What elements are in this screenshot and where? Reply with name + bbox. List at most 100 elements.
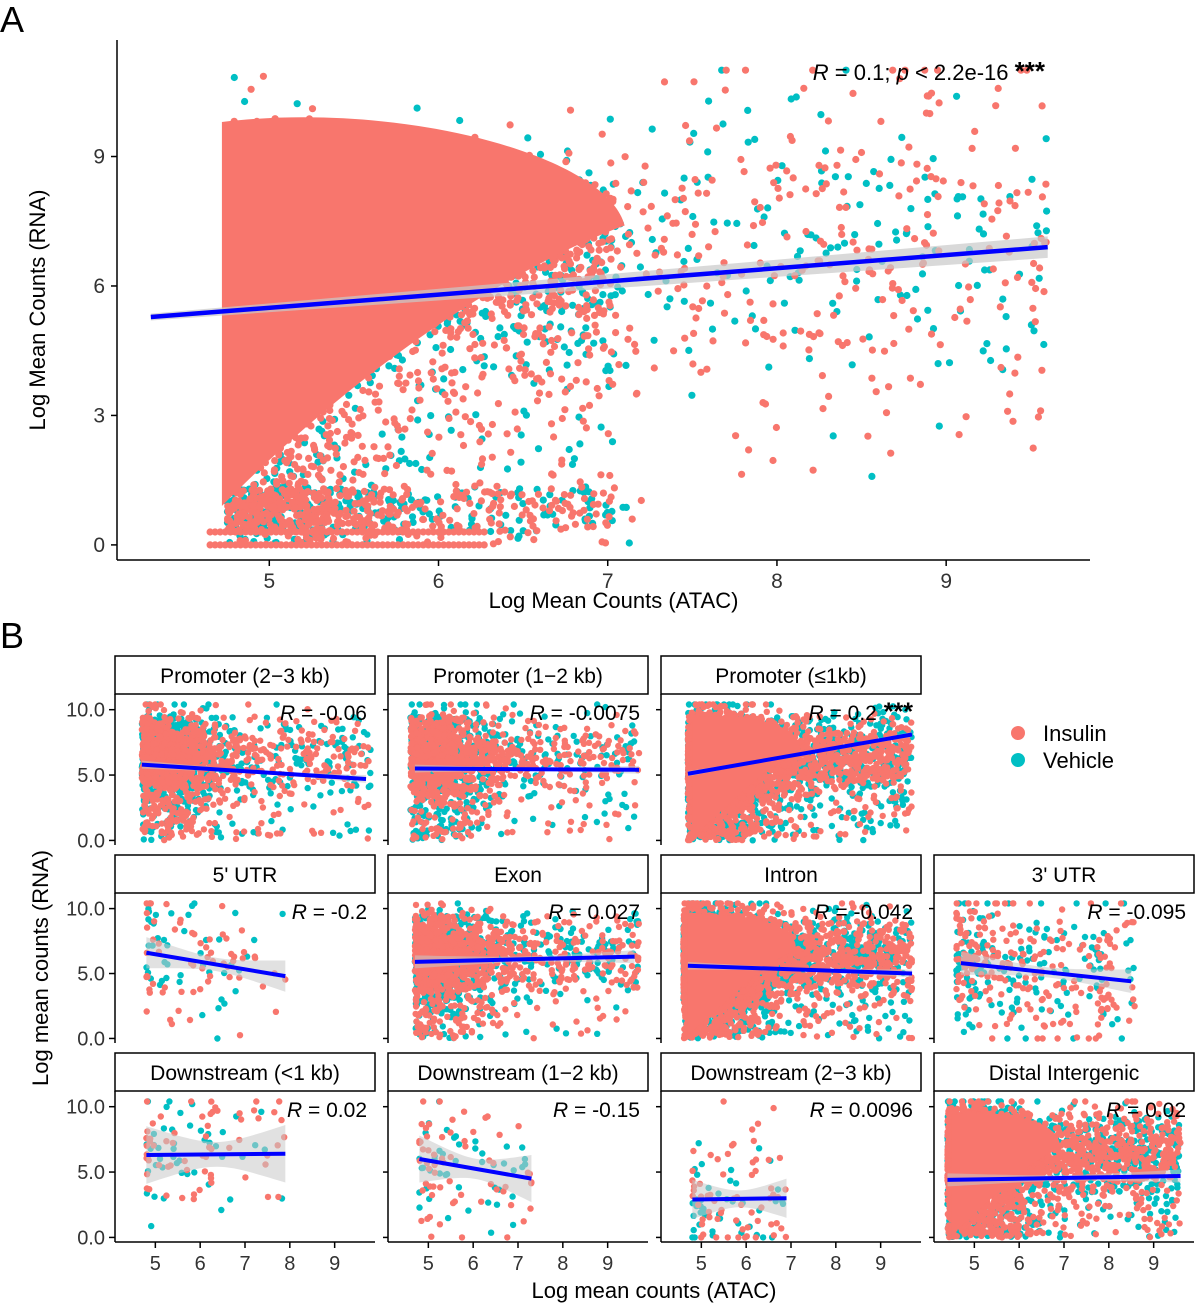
data-point — [608, 438, 617, 446]
data-point — [453, 505, 461, 513]
data-point — [224, 515, 232, 523]
data-point — [547, 336, 556, 345]
data-point — [742, 287, 750, 295]
data-point — [834, 338, 842, 346]
data-point — [657, 244, 666, 252]
data-point — [760, 316, 768, 324]
data-point — [582, 378, 590, 386]
data-point — [624, 203, 632, 211]
data-point — [413, 104, 421, 112]
data-point — [680, 174, 688, 182]
data-point — [547, 348, 555, 356]
data-point — [865, 333, 873, 341]
data-point — [494, 333, 502, 341]
data-point — [412, 459, 420, 468]
data-point — [401, 425, 409, 433]
data-point — [524, 134, 532, 142]
data-point — [617, 263, 625, 271]
data-point — [750, 241, 758, 250]
data-point — [378, 430, 386, 438]
data-point — [959, 193, 967, 201]
data-point — [607, 159, 615, 167]
data-point — [281, 457, 289, 465]
data-point — [709, 337, 717, 345]
data-point — [995, 199, 1003, 207]
data-point — [517, 357, 525, 365]
data-point — [607, 235, 616, 243]
data-point — [1034, 413, 1042, 421]
data-point — [802, 185, 810, 193]
data-point — [418, 465, 426, 474]
data-point — [607, 292, 615, 300]
data-point — [604, 430, 612, 438]
data-point — [897, 159, 905, 167]
data-point — [689, 212, 697, 221]
data-point — [796, 247, 804, 255]
data-point — [318, 476, 326, 484]
data-point — [916, 380, 925, 388]
data-point — [688, 391, 696, 399]
data-point — [744, 138, 752, 146]
data-point — [838, 230, 846, 238]
data-point — [539, 504, 547, 512]
data-point — [909, 307, 917, 315]
data-point — [404, 520, 412, 529]
data-point — [911, 235, 919, 243]
data-point — [770, 179, 778, 187]
data-point — [818, 372, 827, 380]
data-point — [562, 524, 570, 532]
data-point — [505, 365, 513, 373]
data-point — [992, 102, 1000, 110]
data-point — [758, 218, 767, 227]
data-point — [934, 193, 942, 201]
data-point — [561, 265, 569, 273]
data-point — [627, 187, 635, 195]
data-point — [407, 496, 415, 504]
data-point — [585, 169, 593, 177]
data-point — [605, 377, 613, 385]
data-point — [529, 294, 537, 302]
data-point — [569, 301, 577, 309]
data-point — [360, 487, 368, 495]
data-point — [680, 297, 688, 305]
data-point — [704, 148, 712, 156]
data-point — [660, 235, 668, 243]
data-point — [711, 228, 719, 236]
data-point — [470, 509, 478, 518]
data-point — [533, 527, 541, 535]
data-point — [534, 445, 543, 453]
data-point — [236, 490, 244, 498]
data-point — [1030, 259, 1038, 268]
data-point — [628, 515, 636, 523]
data-point — [599, 291, 607, 299]
data-point — [493, 482, 501, 490]
data-point — [973, 281, 981, 289]
data-point — [1035, 274, 1043, 282]
data-point — [370, 443, 378, 451]
data-point — [490, 363, 498, 371]
data-point — [898, 133, 906, 141]
data-point — [348, 420, 356, 428]
data-point — [371, 483, 379, 491]
data-point — [376, 493, 384, 501]
data-point — [1042, 227, 1050, 235]
data-point — [579, 417, 587, 425]
data-point — [983, 340, 991, 348]
data-point — [661, 189, 669, 197]
data-point — [971, 127, 979, 135]
data-point — [779, 329, 787, 337]
data-point — [469, 330, 477, 338]
data-point — [557, 323, 565, 331]
data-point — [520, 407, 528, 415]
data-point — [689, 360, 697, 368]
data-point — [408, 406, 416, 414]
data-point — [1037, 407, 1045, 415]
data-point — [953, 212, 962, 220]
data-point — [339, 463, 347, 471]
data-point — [316, 465, 324, 473]
data-point — [375, 382, 384, 390]
data-point — [743, 241, 752, 249]
data-point — [927, 330, 936, 338]
data-point — [466, 499, 474, 507]
data-point — [403, 490, 411, 498]
